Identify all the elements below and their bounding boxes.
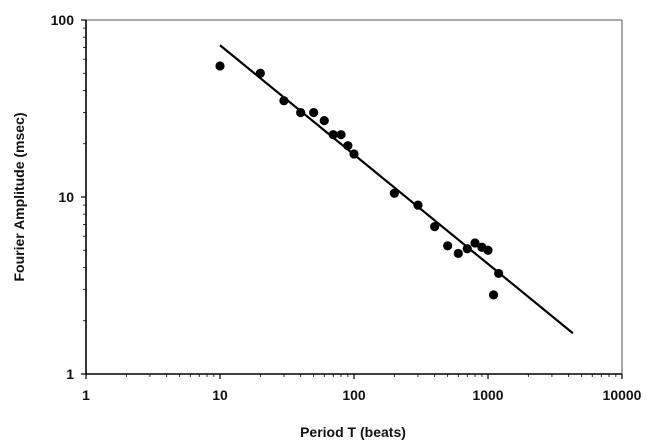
axes-layer [81, 19, 623, 379]
data-point [296, 107, 306, 118]
data-point [336, 130, 346, 140]
data-point [494, 268, 504, 279]
data-point [255, 68, 265, 78]
data-point [462, 244, 472, 254]
data-point [483, 245, 493, 255]
data-point [443, 241, 453, 251]
data-point [470, 238, 480, 248]
data-point [309, 107, 319, 118]
y-tick-label: 10 [58, 189, 74, 205]
data-point [430, 222, 440, 232]
x-tick-label: 10 [212, 387, 228, 403]
x-tick-label: 100 [342, 387, 366, 403]
tick-labels-layer: 1 10 100 1000 10000 1 10 100 [51, 12, 642, 403]
x-tick-label: 10000 [603, 387, 642, 403]
data-point [488, 290, 499, 300]
y-tick-label: 1 [66, 366, 74, 382]
y-tick-label: 100 [51, 12, 75, 28]
data-point [389, 188, 399, 198]
x-tick-label: 1 [82, 387, 90, 403]
data-point [279, 96, 289, 106]
y-axis-title: Fourier Amplitude (msec) [11, 112, 27, 281]
data-point [453, 248, 463, 259]
data-point [343, 141, 353, 151]
x-tick-label: 1000 [472, 387, 503, 403]
data-point [328, 130, 338, 140]
data-points-layer [215, 61, 504, 300]
x-axis-title: Period T (beats) [300, 424, 406, 440]
data-point [215, 61, 225, 71]
data-point [349, 149, 359, 159]
data-point [319, 116, 329, 126]
data-point [413, 200, 423, 210]
